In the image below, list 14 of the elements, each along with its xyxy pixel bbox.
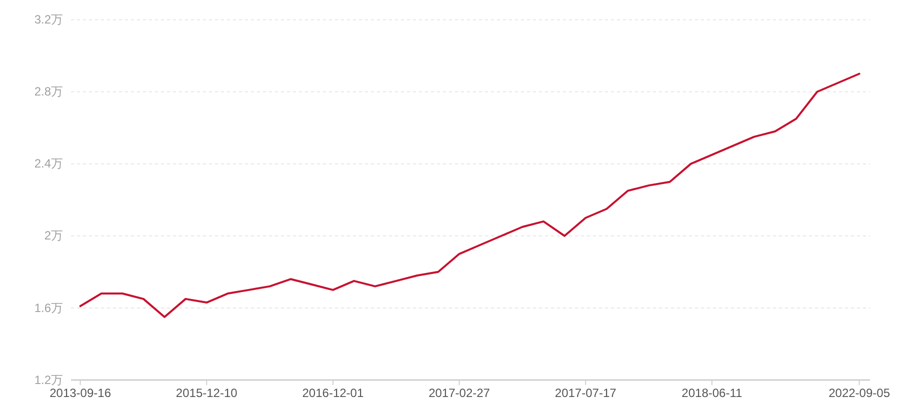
x-tick-label: 2018-06-11 bbox=[682, 386, 742, 400]
x-tick-label: 2017-02-27 bbox=[428, 386, 490, 400]
y-tick-label: 2万 bbox=[44, 228, 63, 243]
line-series bbox=[79, 72, 860, 318]
x-tick-label: 2015-12-10 bbox=[176, 386, 238, 400]
x-tick-label: 2017-07-17 bbox=[554, 386, 617, 400]
x-tick-label: 2022-09-05 bbox=[828, 386, 890, 400]
y-tick-label: 1.2万 bbox=[34, 372, 63, 387]
y-tick-label: 1.6万 bbox=[34, 300, 63, 315]
x-tick-label: 2016-12-01 bbox=[302, 386, 364, 400]
y-tick-label: 2.4万 bbox=[34, 156, 63, 171]
y-tick-label: 2.8万 bbox=[34, 84, 63, 99]
y-tick-label: 3.2万 bbox=[34, 12, 63, 27]
x-tick-label: 2013-09-16 bbox=[50, 386, 112, 400]
